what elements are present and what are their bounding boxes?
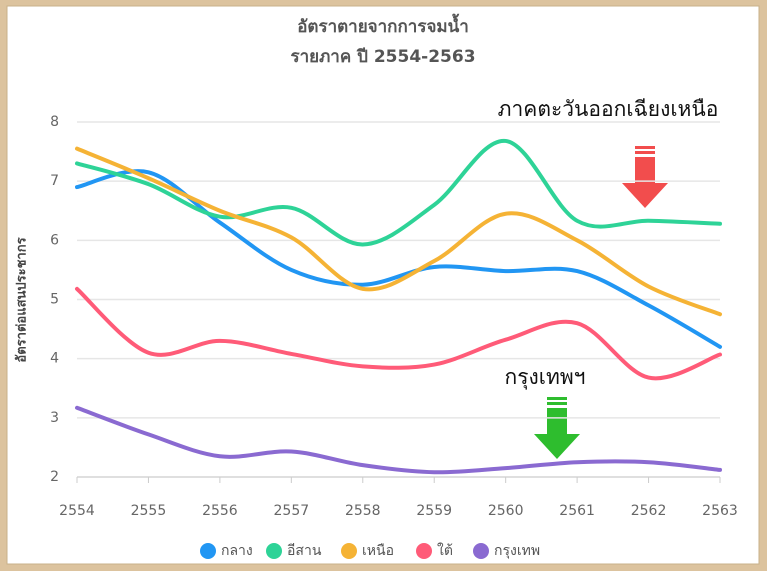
- legend-marker: [341, 543, 357, 559]
- legend-marker: [416, 543, 432, 559]
- x-tick-label: 2561: [559, 503, 595, 519]
- legend-label: กรุงเทพ: [494, 543, 540, 559]
- y-tick-label: 5: [50, 292, 59, 308]
- chart-subtitle: รายภาค ปี 2554-2563: [290, 46, 475, 67]
- x-tick-label: 2555: [131, 503, 167, 519]
- annotation: ภาคตะวันออกเฉียงเหนือ: [498, 97, 719, 121]
- legend-label: ใต้: [437, 542, 453, 559]
- y-axis-label: อัตราต่อแสนประชากร: [15, 237, 30, 362]
- x-tick-label: 2558: [345, 503, 381, 519]
- x-tick-label: 2563: [702, 503, 738, 519]
- arrow-green: [534, 397, 580, 459]
- x-tick-label: 2556: [202, 503, 238, 519]
- legend-label: อีสาน: [287, 543, 322, 559]
- x-tick-label: 2560: [488, 503, 524, 519]
- arrow-red: [622, 146, 668, 208]
- legend-marker: [266, 543, 282, 559]
- x-tick-label: 2554: [59, 503, 95, 519]
- y-tick-label: 7: [50, 173, 59, 189]
- y-tick-label: 6: [50, 232, 59, 248]
- y-tick-label: 4: [50, 351, 59, 367]
- legend-marker: [473, 543, 489, 559]
- line: [75, 146, 722, 317]
- legend-label: กลาง: [221, 543, 253, 559]
- y-tick-label: 3: [50, 410, 59, 426]
- x-tick-label: 2559: [416, 503, 452, 519]
- panel: [6, 5, 760, 565]
- y-tick-label: 2: [50, 469, 59, 485]
- x-tick-label: 2562: [631, 503, 667, 519]
- line: [75, 138, 722, 247]
- legend-label: เหนือ: [362, 543, 394, 559]
- annotation: กรุงเทพฯ: [505, 365, 586, 390]
- y-tick-label: 8: [50, 114, 59, 130]
- line: [75, 286, 722, 381]
- legend-marker: [200, 543, 216, 559]
- chart-title: อัตราตายจากการจมน้ำ: [297, 13, 469, 37]
- x-tick-label: 2557: [274, 503, 310, 519]
- line: [75, 405, 722, 475]
